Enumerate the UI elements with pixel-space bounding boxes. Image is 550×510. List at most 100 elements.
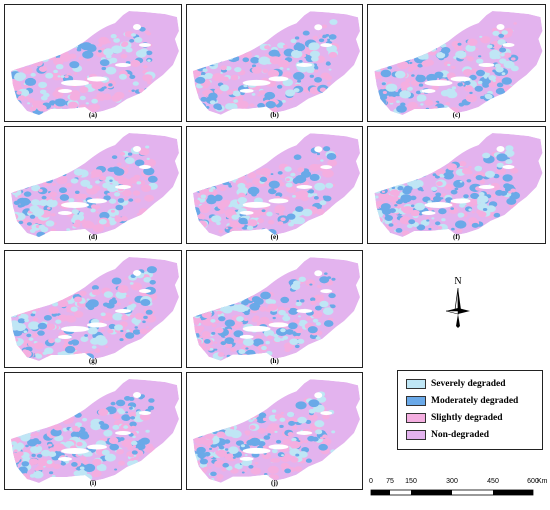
degradation-patch bbox=[220, 71, 224, 74]
degradation-patch bbox=[34, 296, 39, 299]
degradation-patch bbox=[228, 166, 233, 169]
degradation-patch bbox=[16, 62, 19, 65]
degradation-patch bbox=[388, 223, 394, 227]
degradation-patch bbox=[197, 182, 208, 190]
degradation-patch bbox=[298, 60, 303, 63]
degradation-patch bbox=[144, 177, 149, 180]
degradation-patch bbox=[30, 168, 37, 173]
degradation-patch bbox=[246, 225, 254, 231]
degradation-patch bbox=[15, 296, 21, 300]
degradation-patch bbox=[206, 44, 217, 52]
map-panel-d: (d) bbox=[4, 126, 182, 244]
degradation-patch bbox=[205, 55, 209, 59]
degradation-patch bbox=[11, 441, 17, 446]
degradation-patch bbox=[331, 277, 336, 281]
degradation-patch bbox=[14, 338, 19, 342]
degradation-patch bbox=[76, 441, 83, 447]
degradation-patch bbox=[380, 67, 384, 71]
degradation-patch bbox=[310, 297, 316, 302]
degradation-patch bbox=[386, 96, 396, 103]
degradation-patch bbox=[322, 434, 328, 439]
degradation-patch bbox=[20, 302, 28, 308]
degradation-patch bbox=[204, 302, 211, 308]
degradation-patch bbox=[480, 95, 485, 100]
degradation-patch bbox=[107, 329, 114, 334]
degradation-patch bbox=[213, 300, 221, 306]
degradation-patch bbox=[322, 195, 328, 199]
no-data-area bbox=[242, 201, 271, 208]
degradation-patch bbox=[35, 414, 46, 422]
degradation-patch bbox=[402, 187, 412, 195]
degradation-patch bbox=[466, 56, 474, 62]
degradation-patch bbox=[192, 430, 200, 437]
degradation-patch bbox=[280, 296, 290, 304]
degradation-patch bbox=[390, 189, 400, 196]
degradation-patch bbox=[319, 200, 327, 206]
degradation-patch bbox=[196, 446, 206, 454]
degradation-patch bbox=[50, 228, 56, 233]
degradation-patch bbox=[108, 437, 119, 444]
degradation-patch bbox=[285, 182, 293, 188]
degradation-patch bbox=[44, 302, 49, 306]
no-data-area bbox=[239, 334, 254, 339]
degradation-patch bbox=[385, 83, 398, 92]
degradation-patch bbox=[503, 183, 511, 189]
degradation-patch bbox=[379, 54, 390, 62]
degradation-patch bbox=[138, 88, 145, 94]
degradation-patch bbox=[11, 302, 21, 311]
degradation-patch bbox=[32, 317, 39, 322]
degradation-patch bbox=[41, 56, 50, 62]
degradation-patch bbox=[476, 69, 485, 77]
degradation-patch bbox=[38, 189, 43, 193]
no-data-area bbox=[139, 289, 151, 293]
degradation-patch bbox=[121, 315, 129, 321]
degradation-patch bbox=[322, 413, 330, 420]
degradation-patch bbox=[27, 102, 31, 105]
degradation-patch bbox=[391, 186, 396, 189]
degradation-patch bbox=[211, 291, 215, 294]
degradation-patch bbox=[79, 466, 85, 470]
degradation-patch bbox=[49, 43, 62, 52]
degradation-patch bbox=[195, 174, 206, 182]
degradation-patch bbox=[310, 50, 320, 58]
no-data-area bbox=[61, 326, 89, 332]
degradation-patch bbox=[38, 175, 46, 181]
degradation-patch bbox=[244, 430, 251, 435]
degradation-patch bbox=[378, 47, 384, 52]
degradation-patch bbox=[82, 460, 89, 465]
degradation-patch bbox=[406, 179, 418, 187]
degradation-patch bbox=[386, 59, 390, 62]
degradation-patch bbox=[300, 195, 309, 202]
degradation-patch bbox=[479, 35, 483, 38]
degradation-patch bbox=[77, 425, 81, 428]
degradation-patch bbox=[424, 99, 434, 106]
degradation-patch bbox=[294, 344, 300, 349]
degradation-patch bbox=[11, 309, 18, 316]
degradation-patch bbox=[320, 159, 324, 162]
degradation-patch bbox=[247, 292, 253, 297]
degradation-patch bbox=[374, 97, 387, 107]
degradation-patch bbox=[313, 193, 318, 197]
degradation-patch bbox=[400, 206, 408, 212]
degradation-patch bbox=[11, 163, 23, 172]
degradation-patch bbox=[201, 59, 206, 63]
degradation-patch bbox=[288, 322, 298, 330]
degradation-patch bbox=[198, 46, 207, 52]
degradation-patch bbox=[485, 170, 495, 178]
degradation-patch bbox=[199, 55, 209, 63]
degradation-patch bbox=[54, 169, 61, 174]
degradation-patch bbox=[96, 196, 100, 199]
region-map bbox=[374, 133, 543, 237]
degradation-patch bbox=[313, 196, 319, 200]
degradation-patch bbox=[266, 335, 273, 340]
degradation-patch bbox=[418, 171, 425, 176]
degradation-patch bbox=[233, 340, 238, 343]
degradation-patch bbox=[440, 90, 450, 97]
north-label: N bbox=[454, 276, 462, 287]
degradation-patch bbox=[297, 416, 307, 424]
degradation-patch bbox=[269, 299, 277, 305]
degradation-patch bbox=[208, 466, 212, 469]
degradation-patch bbox=[323, 146, 331, 152]
degradation-patch bbox=[308, 399, 320, 408]
legend-swatch bbox=[406, 379, 426, 389]
